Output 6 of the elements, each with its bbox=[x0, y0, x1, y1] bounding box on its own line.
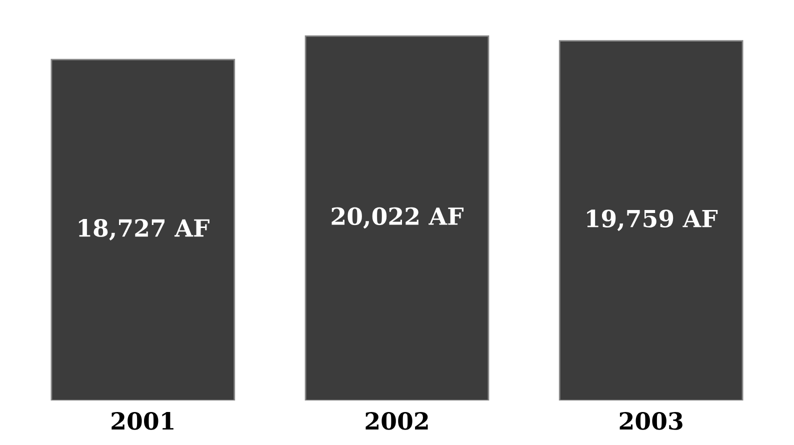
x-tick-label: 2003 bbox=[620, 412, 682, 430]
data-label: 18,727 AF bbox=[78, 219, 210, 240]
data-label: 20,022 AF bbox=[332, 207, 464, 229]
x-tick-label: 2001 bbox=[112, 412, 174, 430]
data-label: 19,759 AF bbox=[587, 210, 718, 232]
x-tick-label: 2002 bbox=[366, 412, 428, 430]
